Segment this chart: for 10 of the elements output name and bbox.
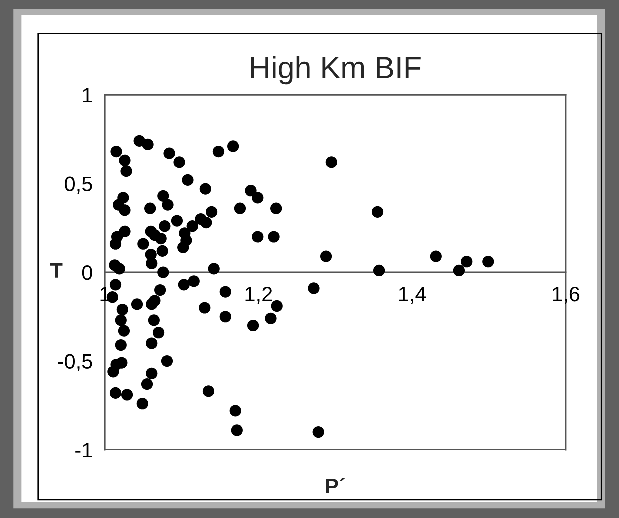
y-tick-label: 0,5 — [65, 176, 92, 194]
y-tick-label: -0,5 — [58, 354, 92, 372]
y-axis-title: T — [50, 264, 63, 278]
x-tick-label: 1,2 — [246, 286, 272, 304]
y-tick-label: 0 — [82, 266, 92, 280]
y-tick-label: 1 — [83, 88, 92, 103]
chart-title: High Km BIF — [251, 56, 421, 85]
x-tick-label: 1,4 — [399, 287, 426, 304]
y-tick-label: -1 — [76, 443, 92, 458]
x-axis-title: P´ — [326, 478, 346, 494]
